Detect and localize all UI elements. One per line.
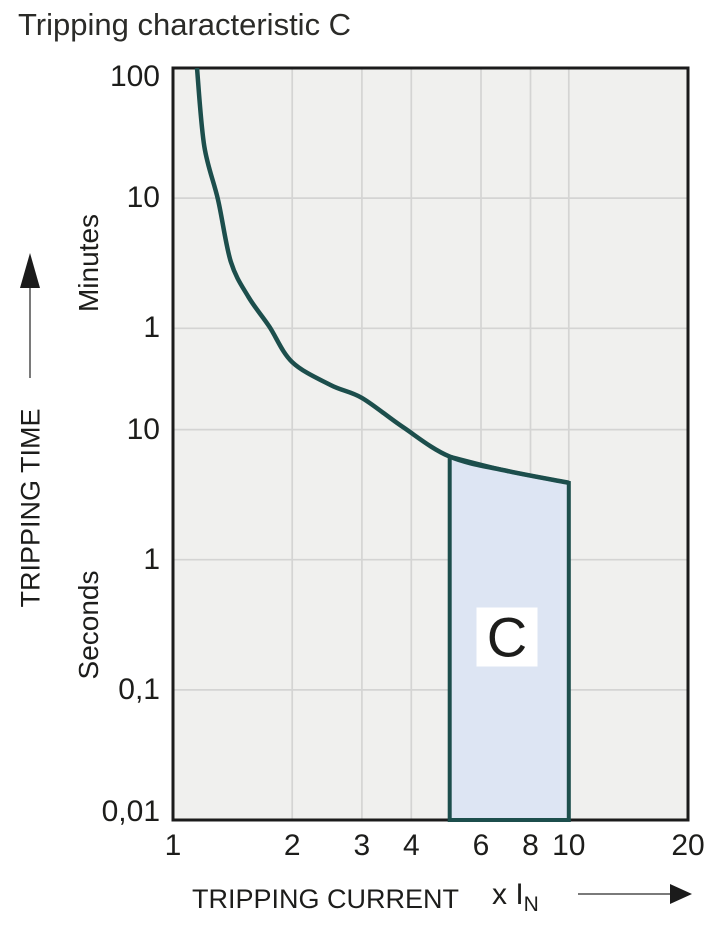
tripping-curve [194,68,570,486]
region-label-c: C [476,606,538,669]
y-tick-label: 100 [109,60,160,93]
plot-frame [171,66,690,822]
y-tick-label: 10 [126,412,160,446]
y-axis-unit-seconds: Seconds [73,570,104,680]
y-tick-label: 0,01 [101,795,160,828]
x-tick-label: 6 [472,829,490,862]
x-axis-multiplier-subscript: N [523,893,539,916]
x-tick-label: 20 [671,829,705,862]
x-tick-label: 4 [402,829,420,862]
x-tick-label: 1 [164,829,182,862]
x-tick-label: 3 [353,829,371,862]
y-axis-unit-minutes: Minutes [73,213,104,313]
x-tick-label: 8 [522,829,539,862]
y-axis-arrow-icon [20,253,40,288]
x-axis-title: TRIPPING CURRENT [192,884,460,914]
y-tick-label: 1 [143,311,160,345]
y-tick-label: 10 [126,181,160,215]
x-tick-label: 10 [552,829,586,862]
figure-title: Tripping characteristic C [18,7,352,42]
x-tick-label: 2 [283,829,301,862]
y-tick-label: 0,1 [118,672,160,706]
x-axis-multiplier-text: x I [492,878,524,911]
x-axis-multiplier-label: x IN [492,878,539,915]
x-axis-arrow-icon [670,884,692,904]
y-tick-label: 1 [143,542,160,576]
